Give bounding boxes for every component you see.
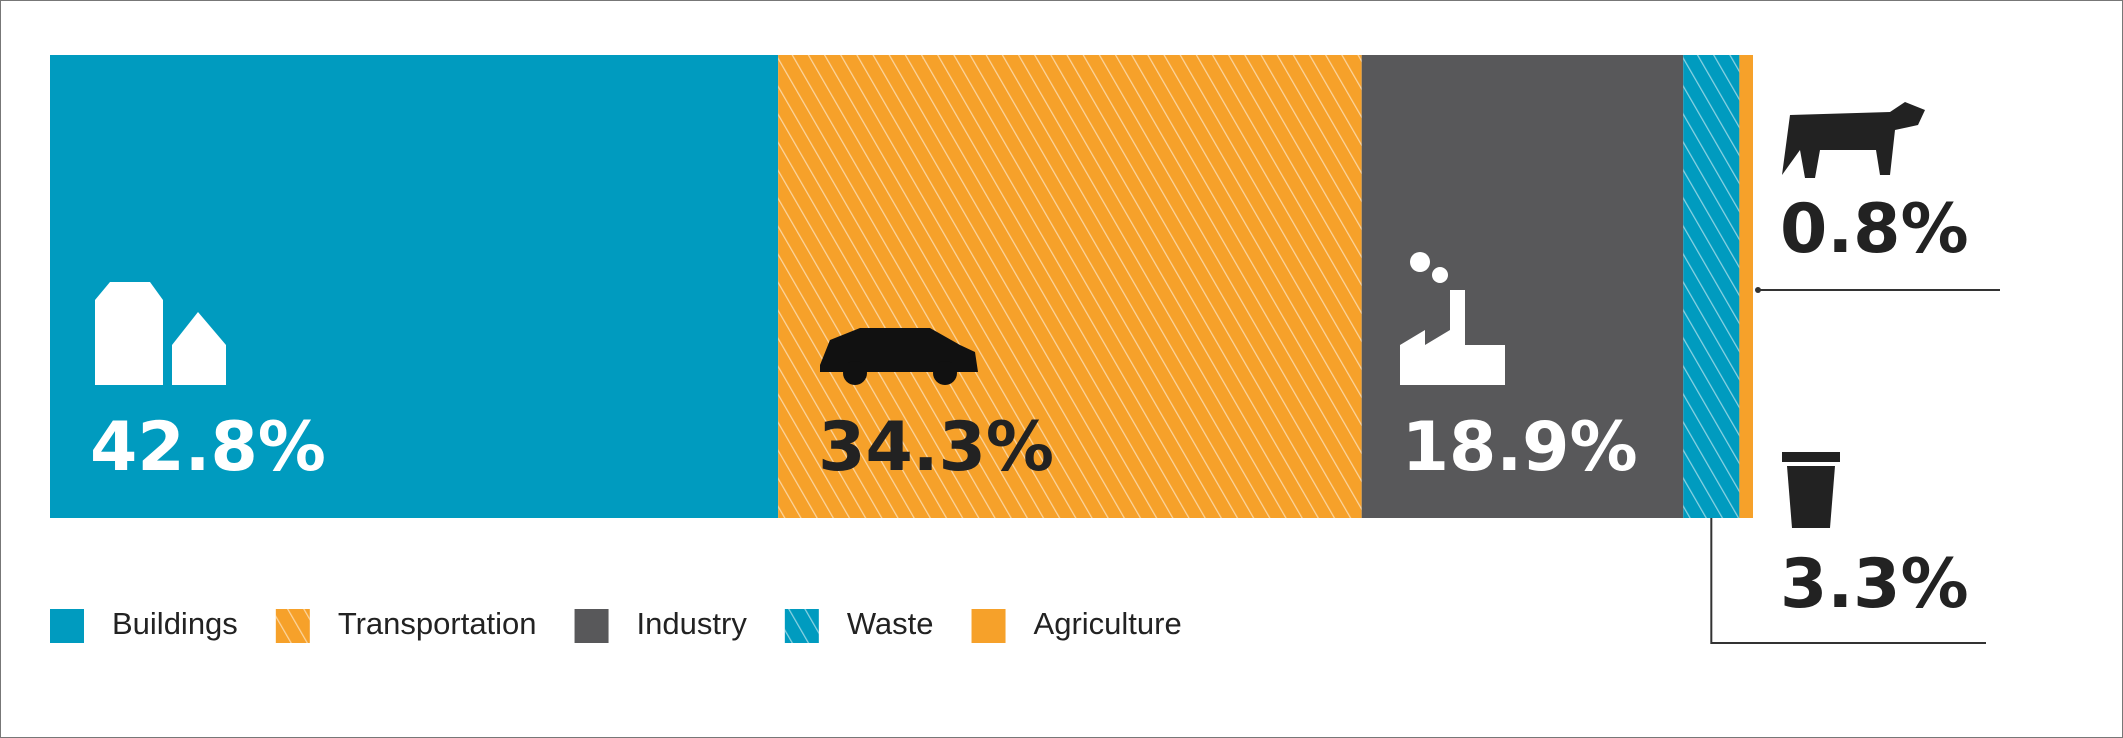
legend-label: Transportation bbox=[338, 606, 537, 641]
legend-swatch bbox=[50, 609, 84, 643]
bar-segment bbox=[1739, 55, 1753, 518]
icon-factory bbox=[1400, 252, 1505, 385]
value-label: 42.8% bbox=[90, 408, 326, 487]
hatch bbox=[778, 55, 1362, 518]
legend-label: Buildings bbox=[112, 606, 238, 641]
leader-dot bbox=[1755, 287, 1761, 293]
hatch bbox=[1683, 55, 1740, 518]
value-label: 34.3% bbox=[818, 408, 1054, 487]
icon-trash bbox=[1782, 452, 1840, 528]
icon-car bbox=[820, 328, 978, 385]
bar-group bbox=[50, 55, 1753, 518]
legend: Buildings Transportation Industry Waste Agri… bbox=[50, 606, 1182, 643]
bar-segment bbox=[1361, 55, 1684, 518]
legend-swatch bbox=[574, 609, 609, 643]
legend-hatch bbox=[275, 609, 310, 643]
legend-label: Industry bbox=[637, 606, 748, 641]
value-label: 3.3% bbox=[1780, 545, 1969, 624]
icon-buildings bbox=[95, 282, 226, 385]
legend-swatch bbox=[971, 609, 1006, 643]
bar-segment bbox=[50, 55, 779, 518]
value-label: 0.8% bbox=[1780, 190, 1969, 269]
value-label: 18.9% bbox=[1402, 408, 1638, 487]
legend-hatch bbox=[784, 609, 819, 643]
legend-label: Agriculture bbox=[1034, 606, 1182, 641]
legend-label: Waste bbox=[847, 606, 934, 641]
leader-line bbox=[1710, 518, 1986, 644]
icon-cow bbox=[1782, 102, 1925, 178]
